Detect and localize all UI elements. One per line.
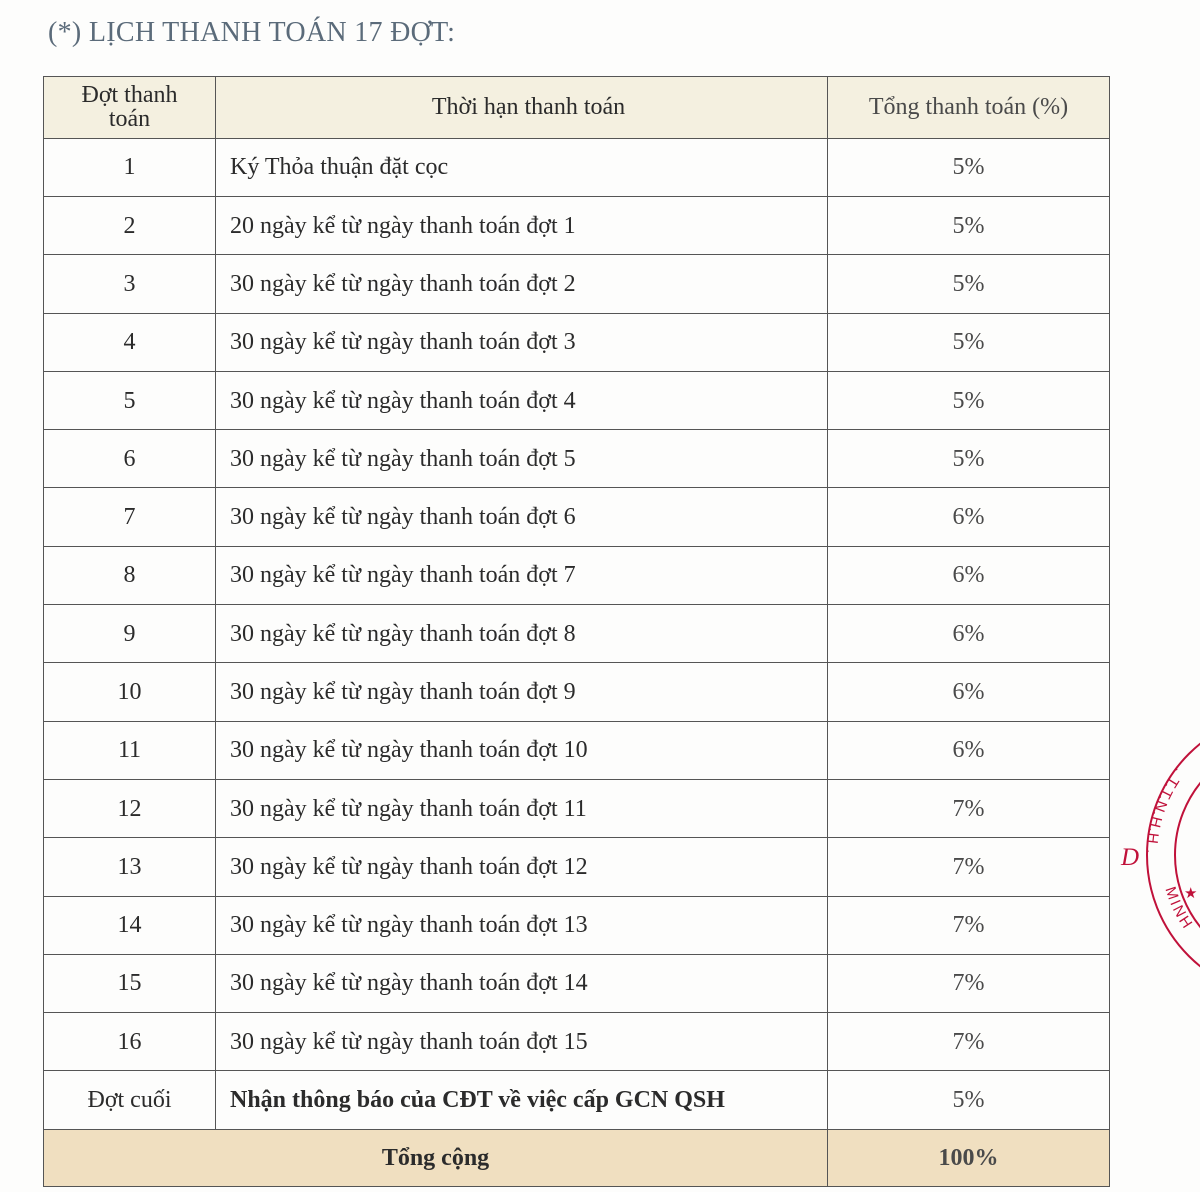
svg-text:MINH: MINH [1161,885,1196,934]
svg-text:. T.T.N.H.H .: . T.T.N.H.H . [1143,765,1188,855]
svg-text:★: ★ [1184,885,1197,902]
svg-text:D: D [1120,844,1139,871]
